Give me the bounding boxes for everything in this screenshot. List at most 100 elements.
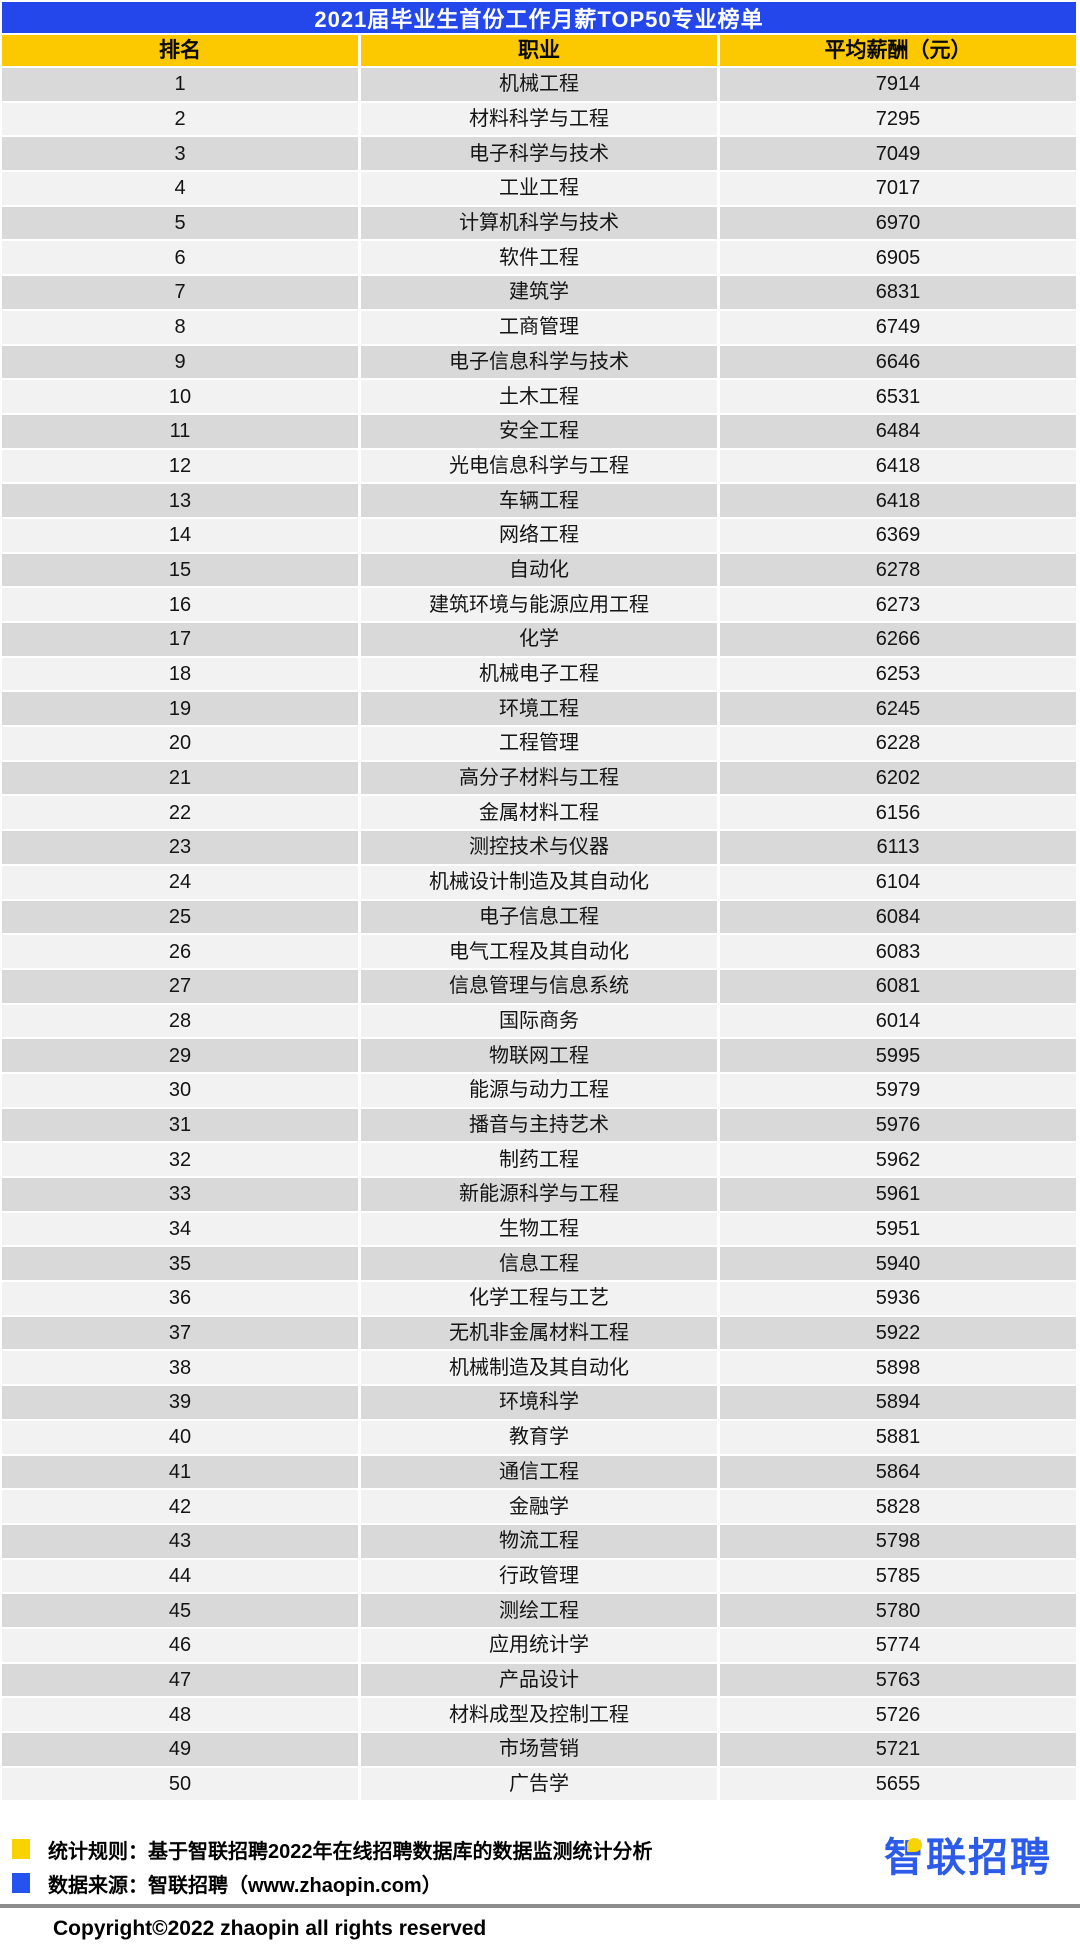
rank-cell: 3 [2, 137, 358, 171]
rank-cell: 19 [2, 692, 358, 726]
major-cell: 电子科学与技术 [361, 137, 717, 171]
table-row: 42 金融学 5828 [2, 1490, 1076, 1523]
major-cell: 信息管理与信息系统 [361, 969, 717, 1003]
major-cell: 电气工程及其自动化 [361, 935, 717, 968]
salary-cell: 5828 [720, 1490, 1076, 1523]
rank-cell: 35 [2, 1247, 358, 1281]
salary-cell: 5962 [720, 1143, 1076, 1176]
table-row: 23 测控技术与仪器 6113 [2, 831, 1076, 864]
table-row: 5 计算机科学与技术 6970 [2, 206, 1076, 240]
rank-cell: 15 [2, 553, 358, 587]
salary-cell: 5774 [720, 1628, 1076, 1662]
major-cell: 能源与动力工程 [361, 1073, 717, 1107]
salary-cell: 5785 [720, 1559, 1076, 1593]
salary-cell: 5940 [720, 1247, 1076, 1281]
major-cell: 软件工程 [361, 241, 717, 275]
major-cell: 电子信息科学与技术 [361, 345, 717, 379]
major-cell: 高分子材料与工程 [361, 761, 717, 795]
salary-cell: 5721 [720, 1733, 1076, 1766]
major-cell: 生物工程 [361, 1212, 717, 1246]
rank-cell: 38 [2, 1351, 358, 1385]
major-cell: 行政管理 [361, 1559, 717, 1593]
salary-cell: 6104 [720, 865, 1076, 899]
table-row: 13 车辆工程 6418 [2, 484, 1076, 517]
table-row: 9 电子信息科学与技术 6646 [2, 345, 1076, 379]
rank-cell: 6 [2, 241, 358, 275]
salary-cell: 6831 [720, 276, 1076, 309]
rank-cell: 4 [2, 172, 358, 205]
rank-cell: 46 [2, 1628, 358, 1662]
rank-cell: 10 [2, 380, 358, 413]
column-header-salary: 平均薪酬（元） [720, 35, 1076, 66]
major-cell: 建筑环境与能源应用工程 [361, 588, 717, 621]
table-row: 31 播音与主持艺术 5976 [2, 1108, 1076, 1142]
table-row: 19 环境工程 6245 [2, 692, 1076, 726]
salary-cell: 7914 [720, 68, 1076, 101]
table-row: 44 行政管理 5785 [2, 1559, 1076, 1593]
table-row: 34 生物工程 5951 [2, 1212, 1076, 1246]
rank-cell: 41 [2, 1455, 358, 1489]
data-source-note: 数据来源：智联招聘（www.zhaopin.com） [12, 1870, 1080, 1897]
major-cell: 机械设计制造及其自动化 [361, 865, 717, 899]
major-cell: 车辆工程 [361, 484, 717, 517]
column-header-major: 职业 [361, 35, 717, 66]
salary-cell: 6273 [720, 588, 1076, 621]
salary-cell: 6081 [720, 969, 1076, 1003]
table-row: 49 市场营销 5721 [2, 1733, 1076, 1766]
rank-cell: 22 [2, 796, 358, 830]
salary-cell: 6749 [720, 310, 1076, 344]
salary-cell: 5922 [720, 1316, 1076, 1350]
page-title: 2021届毕业生首份工作月薪TOP50专业榜单 [2, 2, 1076, 33]
table-body: 1 机械工程 7914 2 材料科学与工程 7295 3 电子科学与技术 7049 4 工业工程 70… [2, 68, 1076, 1801]
rank-cell: 34 [2, 1212, 358, 1246]
salary-cell: 5780 [720, 1594, 1076, 1627]
rank-cell: 18 [2, 657, 358, 691]
rank-cell: 27 [2, 969, 358, 1003]
rank-cell: 7 [2, 276, 358, 309]
rank-cell: 44 [2, 1559, 358, 1593]
table-row: 22 金属材料工程 6156 [2, 796, 1076, 830]
salary-cell: 6418 [720, 484, 1076, 517]
rank-cell: 50 [2, 1767, 358, 1801]
table-row: 17 化学 6266 [2, 623, 1076, 656]
table-row: 50 广告学 5655 [2, 1767, 1076, 1801]
table-row: 6 软件工程 6905 [2, 241, 1076, 275]
major-cell: 安全工程 [361, 414, 717, 448]
table-row: 16 建筑环境与能源应用工程 6273 [2, 588, 1076, 621]
table-row: 36 化学工程与工艺 5936 [2, 1282, 1076, 1315]
rank-cell: 13 [2, 484, 358, 517]
major-cell: 教育学 [361, 1420, 717, 1454]
rank-cell: 12 [2, 449, 358, 483]
major-cell: 金融学 [361, 1490, 717, 1523]
rank-cell: 30 [2, 1073, 358, 1107]
table-row: 21 高分子材料与工程 6202 [2, 761, 1076, 795]
salary-cell: 6228 [720, 727, 1076, 760]
rank-cell: 11 [2, 414, 358, 448]
salary-cell: 5995 [720, 1039, 1076, 1072]
salary-cell: 6970 [720, 206, 1076, 240]
major-cell: 测绘工程 [361, 1594, 717, 1627]
zhaopin-logo: 智联招聘 [884, 1838, 1052, 1882]
table-row: 38 机械制造及其自动化 5898 [2, 1351, 1076, 1385]
major-cell: 光电信息科学与工程 [361, 449, 717, 483]
table-row: 14 网络工程 6369 [2, 518, 1076, 552]
major-cell: 广告学 [361, 1767, 717, 1801]
salary-cell: 7017 [720, 172, 1076, 205]
major-cell: 产品设计 [361, 1663, 717, 1697]
salary-cell: 6014 [720, 1004, 1076, 1038]
table-row: 45 测绘工程 5780 [2, 1594, 1076, 1627]
major-cell: 土木工程 [361, 380, 717, 413]
table-row: 24 机械设计制造及其自动化 6104 [2, 865, 1076, 899]
salary-cell: 5864 [720, 1455, 1076, 1489]
rank-cell: 33 [2, 1178, 358, 1211]
stats-rule-text: 统计规则：基于智联招聘2022年在线招聘数据库的数据监测统计分析 [48, 1840, 653, 1863]
salary-cell: 6278 [720, 553, 1076, 587]
salary-cell: 5894 [720, 1386, 1076, 1419]
rank-cell: 45 [2, 1594, 358, 1627]
major-cell: 工商管理 [361, 310, 717, 344]
table-row: 33 新能源科学与工程 5961 [2, 1178, 1076, 1211]
salary-cell: 5979 [720, 1073, 1076, 1107]
major-cell: 自动化 [361, 553, 717, 587]
rank-cell: 20 [2, 727, 358, 760]
